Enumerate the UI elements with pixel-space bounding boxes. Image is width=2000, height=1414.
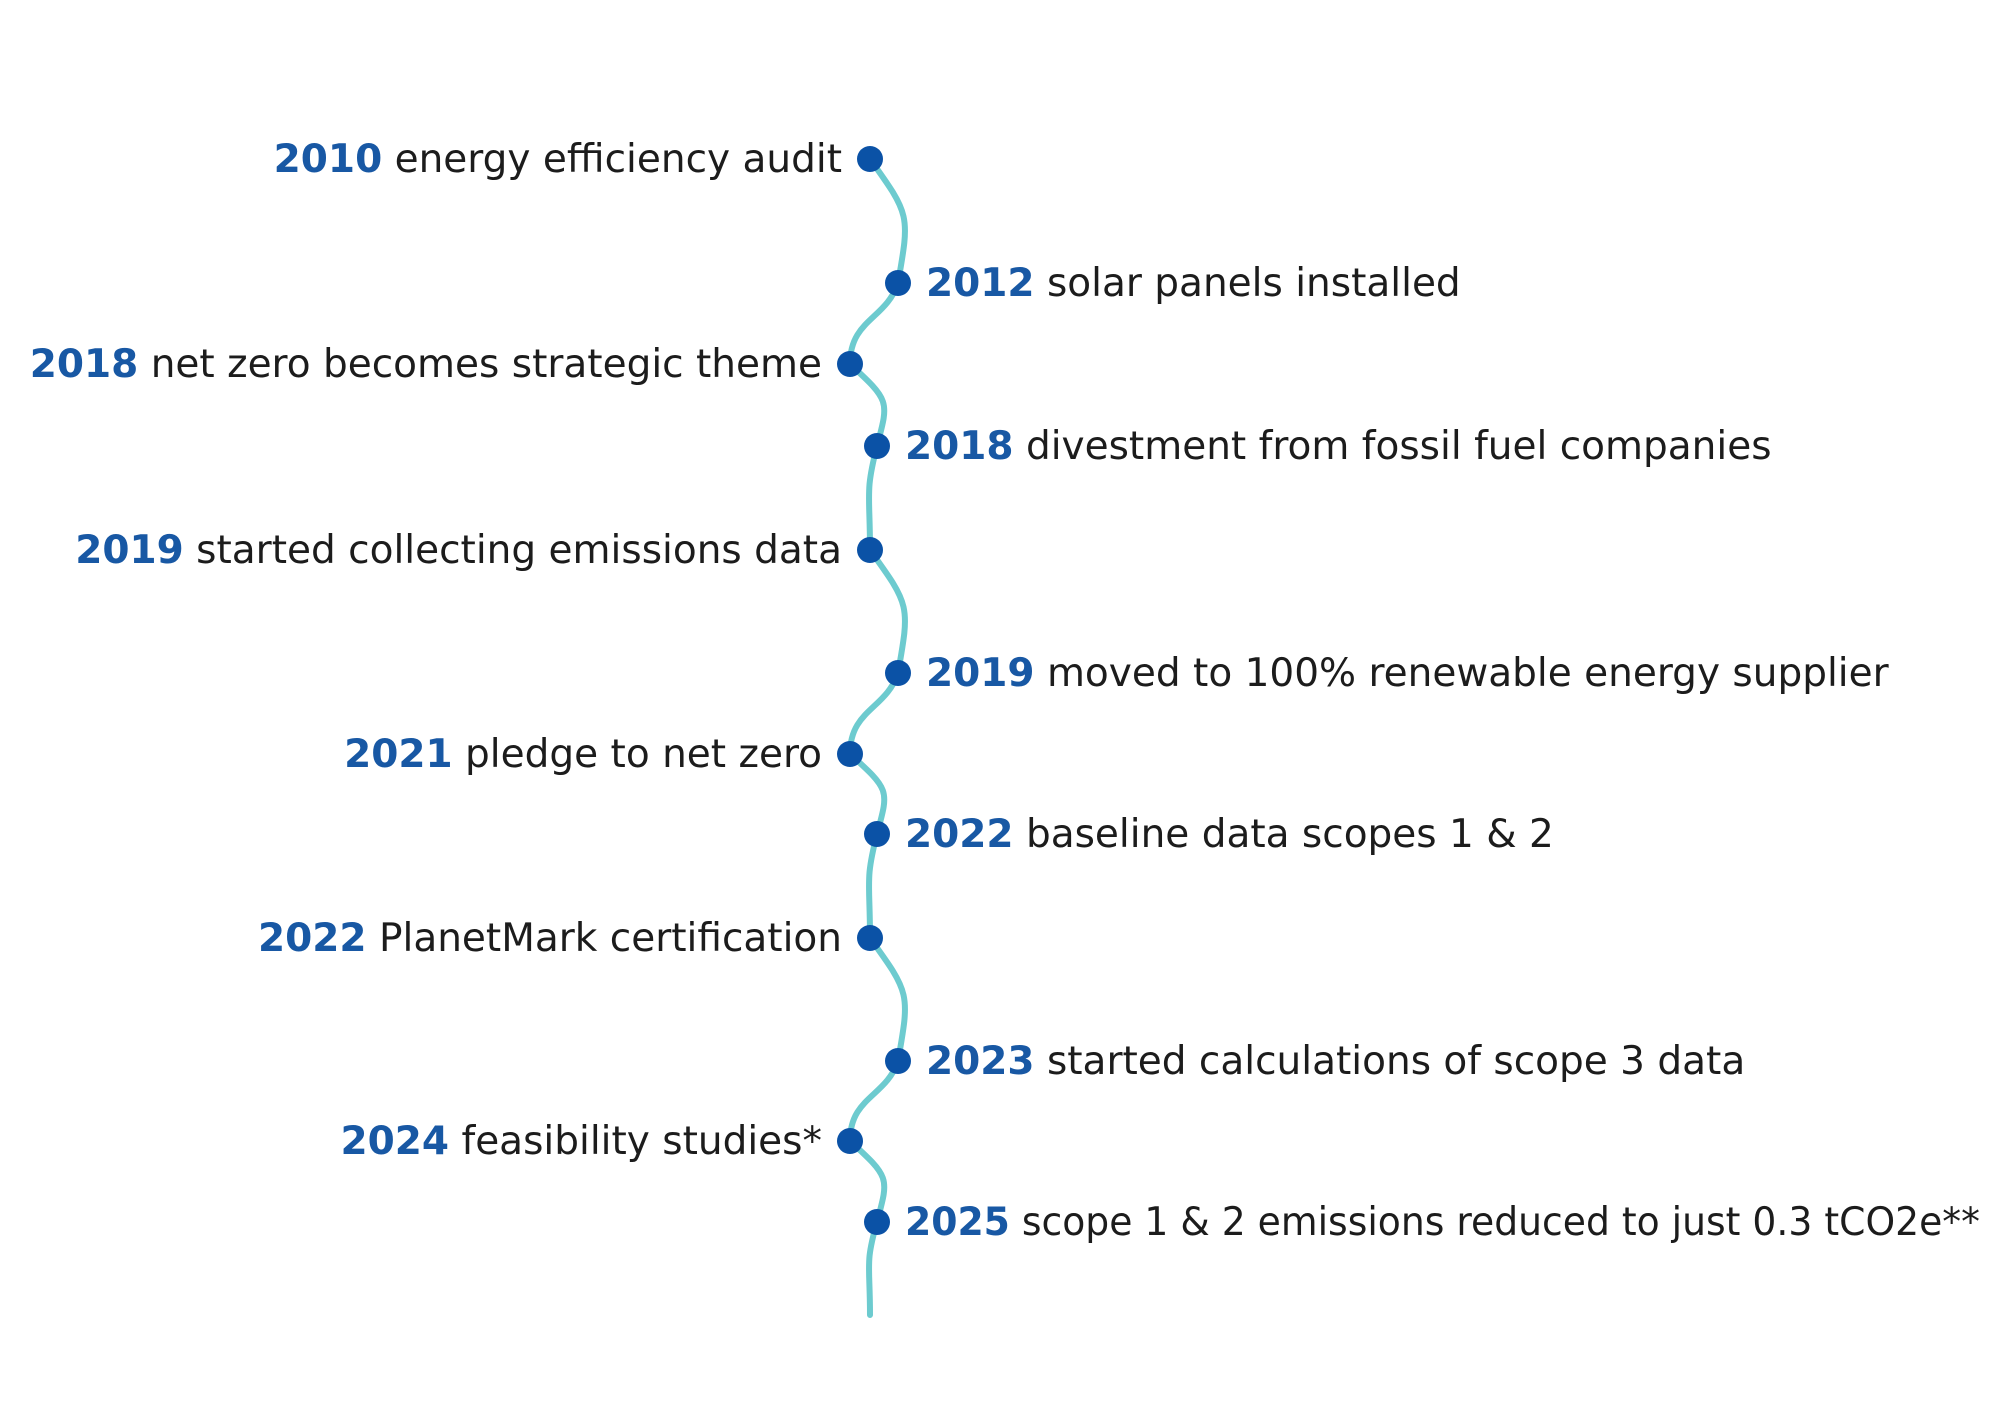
event-description: energy efficiency audit [382, 137, 842, 182]
timeline-event-label: 2022 baseline data scopes 1 & 2 [905, 812, 1554, 857]
timeline-event: 2021 pledge to net zero [344, 732, 863, 777]
timeline-event-label: 2019 moved to 100% renewable energy supp… [926, 651, 1890, 696]
event-description: divestment from fossil fuel companies [1014, 424, 1772, 469]
timeline-dot [837, 741, 863, 767]
timeline-event: 2019 started collecting emissions data [75, 528, 883, 573]
timeline-event: 2022 PlanetMark certification [258, 916, 883, 961]
event-description: moved to 100% renewable energy supplier [1035, 651, 1890, 696]
event-description: feasibility studies* [449, 1119, 822, 1164]
timeline-event: 2024 feasibility studies* [341, 1119, 863, 1164]
timeline-event: 2022 baseline data scopes 1 & 2 [864, 812, 1554, 857]
timeline-event: 2019 moved to 100% renewable energy supp… [885, 651, 1890, 696]
event-year: 2024 [341, 1119, 450, 1164]
timeline-dot [864, 433, 890, 459]
timeline-dot [885, 270, 911, 296]
event-year: 2019 [926, 651, 1035, 696]
event-description: started collecting emissions data [184, 528, 842, 573]
event-year: 2012 [926, 261, 1035, 306]
timeline-dot [885, 1048, 911, 1074]
timeline-event: 2018 divestment from fossil fuel compani… [864, 424, 1772, 469]
timeline-event-label: 2018 net zero becomes strategic theme [30, 342, 822, 387]
timeline-event: 2025 scope 1 & 2 emissions reduced to ju… [864, 1200, 1980, 1245]
timeline-dot [857, 146, 883, 172]
event-description: started calculations of scope 3 data [1035, 1039, 1746, 1084]
event-year: 2025 [905, 1200, 1010, 1245]
timeline-event-label: 2025 scope 1 & 2 emissions reduced to ju… [905, 1200, 1980, 1245]
event-year: 2022 [258, 916, 367, 961]
timeline-event-label: 2018 divestment from fossil fuel compani… [905, 424, 1772, 469]
timeline-event-label: 2024 feasibility studies* [341, 1119, 822, 1164]
event-description: pledge to net zero [453, 732, 822, 777]
event-description: solar panels installed [1035, 261, 1461, 306]
event-description: baseline data scopes 1 & 2 [1014, 812, 1554, 857]
timeline-event-label: 2021 pledge to net zero [344, 732, 822, 777]
timeline-dot [837, 1128, 863, 1154]
event-year: 2018 [30, 342, 139, 387]
event-description: scope 1 & 2 emissions reduced to just 0.… [1010, 1200, 1980, 1245]
event-description: net zero becomes strategic theme [138, 342, 822, 387]
event-year: 2018 [905, 424, 1014, 469]
timeline-event-label: 2012 solar panels installed [926, 261, 1461, 306]
events-layer: 2010 energy efficiency audit 2012 solar p… [30, 137, 1980, 1245]
timeline-event: 2010 energy efficiency audit [274, 137, 883, 182]
timeline-event-label: 2010 energy efficiency audit [274, 137, 842, 182]
timeline-event-label: 2022 PlanetMark certification [258, 916, 842, 961]
timeline-event-label: 2019 started collecting emissions data [75, 528, 842, 573]
event-year: 2010 [274, 137, 383, 182]
event-year: 2019 [75, 528, 184, 573]
timeline-dot [885, 660, 911, 686]
timeline-dot [857, 537, 883, 563]
timeline-dot [857, 925, 883, 951]
timeline-event: 2018 net zero becomes strategic theme [30, 342, 863, 387]
event-year: 2023 [926, 1039, 1035, 1084]
timeline-dot [864, 821, 890, 847]
timeline-dot [837, 351, 863, 377]
event-year: 2021 [344, 732, 453, 777]
event-year: 2022 [905, 812, 1014, 857]
timeline-event: 2012 solar panels installed [885, 261, 1461, 306]
timeline-event: 2023 started calculations of scope 3 dat… [885, 1039, 1745, 1084]
event-description: PlanetMark certification [367, 916, 842, 961]
timeline-dot [864, 1209, 890, 1235]
timeline-event-label: 2023 started calculations of scope 3 dat… [926, 1039, 1745, 1084]
